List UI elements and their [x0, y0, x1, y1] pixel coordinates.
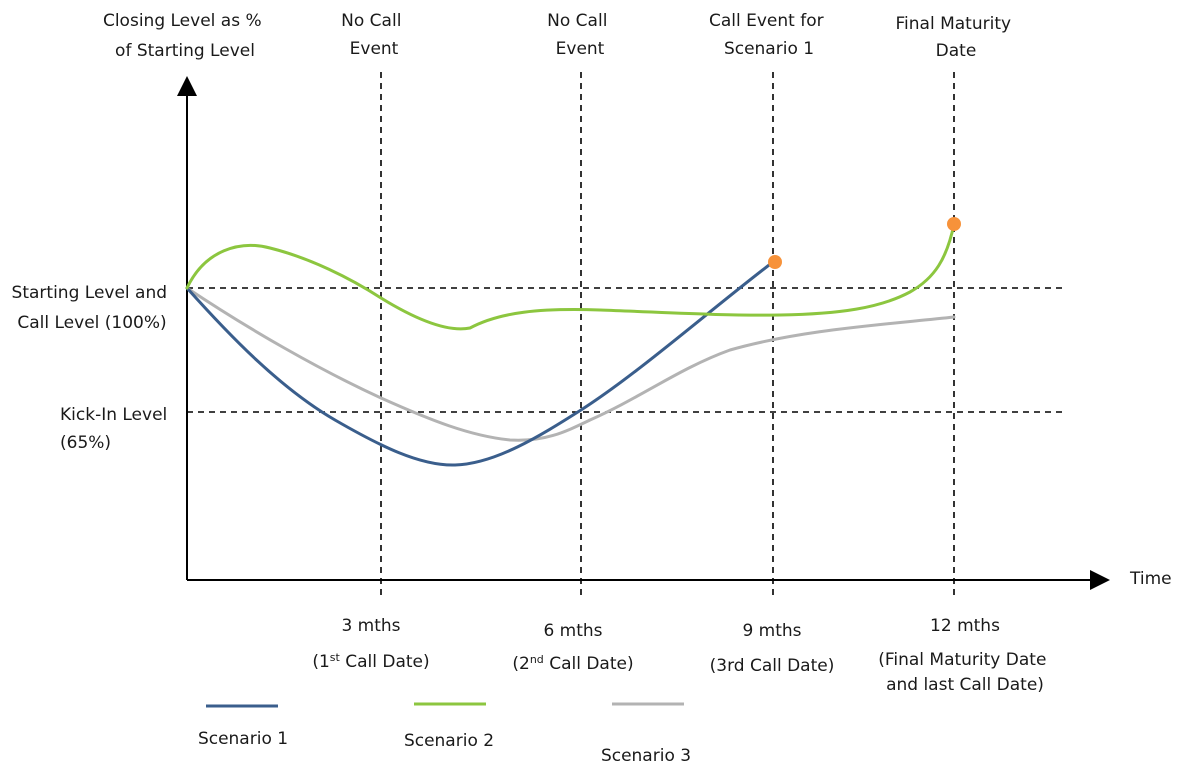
final-maturity-marker-scenario-2	[947, 217, 961, 231]
scenario-3-curve	[185, 286, 956, 442]
time-label-12m: 12 mths	[930, 616, 1000, 636]
legend-label-scenario-1: Scenario 1	[198, 729, 288, 749]
scenario-1-curve	[185, 260, 775, 467]
y-axis-label: Closing Level as % of Starting Level	[103, 11, 267, 61]
event-label-12m: Final Maturity Date	[896, 14, 1017, 61]
event-label-9m: Call Event for Scenario 1	[709, 11, 829, 59]
legend-label-scenario-3: Scenario 3	[601, 746, 691, 765]
time-label-3m: 3 mths	[341, 616, 400, 636]
legend-label-scenario-2: Scenario 2	[404, 731, 494, 751]
call-date-label-6m: (2nd Call Date)	[512, 653, 633, 674]
time-label-9m: 9 mths	[742, 621, 801, 641]
x-axis-label: Time	[1129, 569, 1172, 589]
time-label-6m: 6 mths	[543, 621, 602, 641]
call-date-label-3m: (1st Call Date)	[312, 651, 429, 672]
scenario-2-curve	[185, 222, 956, 331]
kickin-level-label: Kick-In Level (65%)	[60, 405, 173, 453]
call-date-label-12m: (Final Maturity Date and last Call Date)	[878, 650, 1052, 695]
event-label-6m: No Call Event	[547, 11, 613, 59]
call-event-marker-scenario-1	[768, 255, 782, 269]
event-label-3m: No Call Event	[341, 11, 407, 59]
starting-level-label: Starting Level and Call Level (100%)	[12, 283, 173, 333]
call-date-label-9m: (3rd Call Date)	[710, 656, 835, 676]
